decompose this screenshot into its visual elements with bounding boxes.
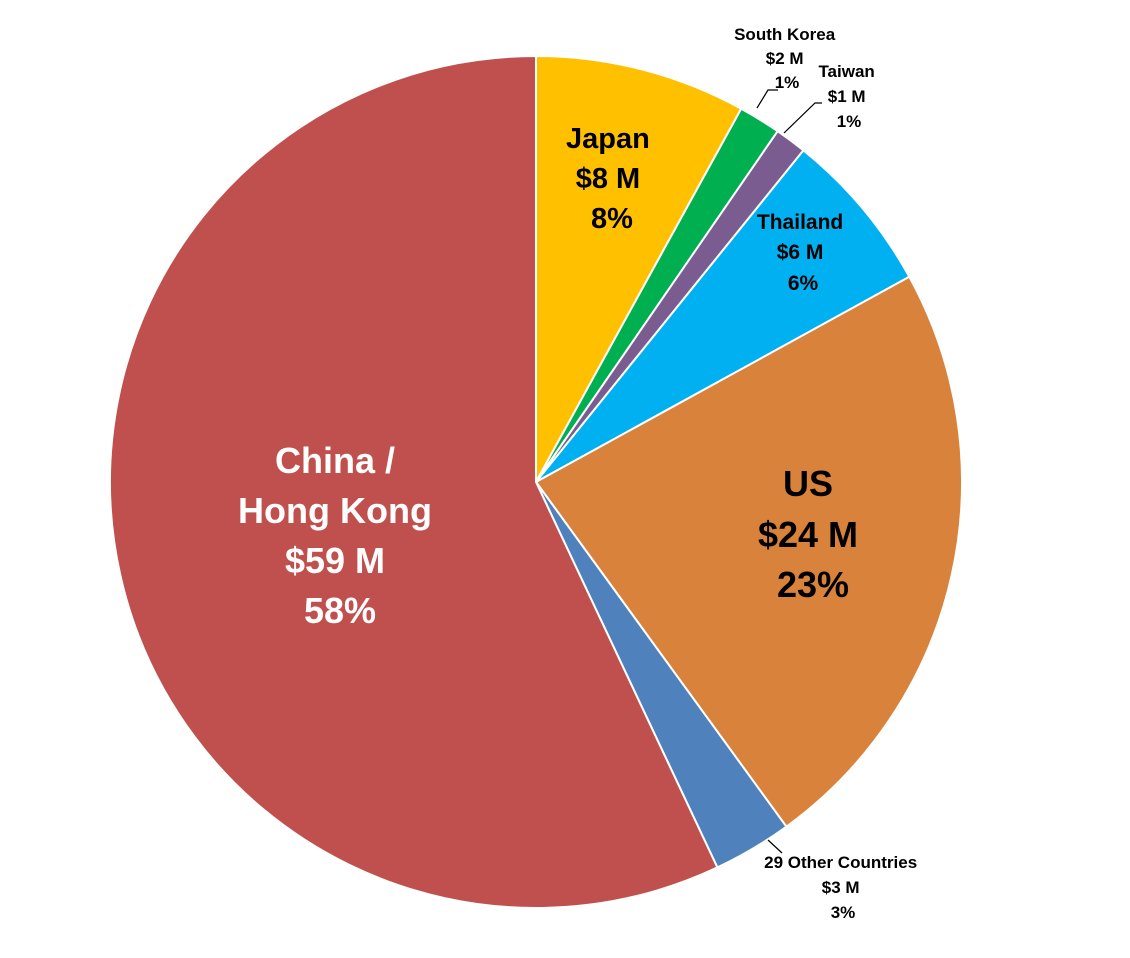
label-other-countries: 29 Other Countries $3 M 3% [764,853,922,922]
pie-slice-china-hong-kong [109,54,719,909]
label-china-line1: China / [275,440,395,481]
label-china-line2: Hong Kong [238,490,432,531]
leader-line-other-countries [767,839,783,854]
pie-slice-thailand [535,148,911,483]
leader-lines [756,89,822,854]
leader-line-taiwan [783,102,822,134]
label-china-hong-kong: China / Hong Kong $59 M 58% [238,440,442,631]
label-south-korea: South Korea $2 M 1% [734,25,840,92]
label-us: US $24 M 23% [758,463,868,605]
label-taiwan: Taiwan $1 M 1% [818,62,879,131]
pie-slice-japan [535,54,743,483]
pie-slice-us [534,275,963,829]
pie-slices [109,54,963,909]
label-japan: Japan $8 M 8% [566,123,658,235]
label-thailand: Thailand $6 M 6% [757,211,849,295]
leader-line-south-korea [756,89,778,109]
